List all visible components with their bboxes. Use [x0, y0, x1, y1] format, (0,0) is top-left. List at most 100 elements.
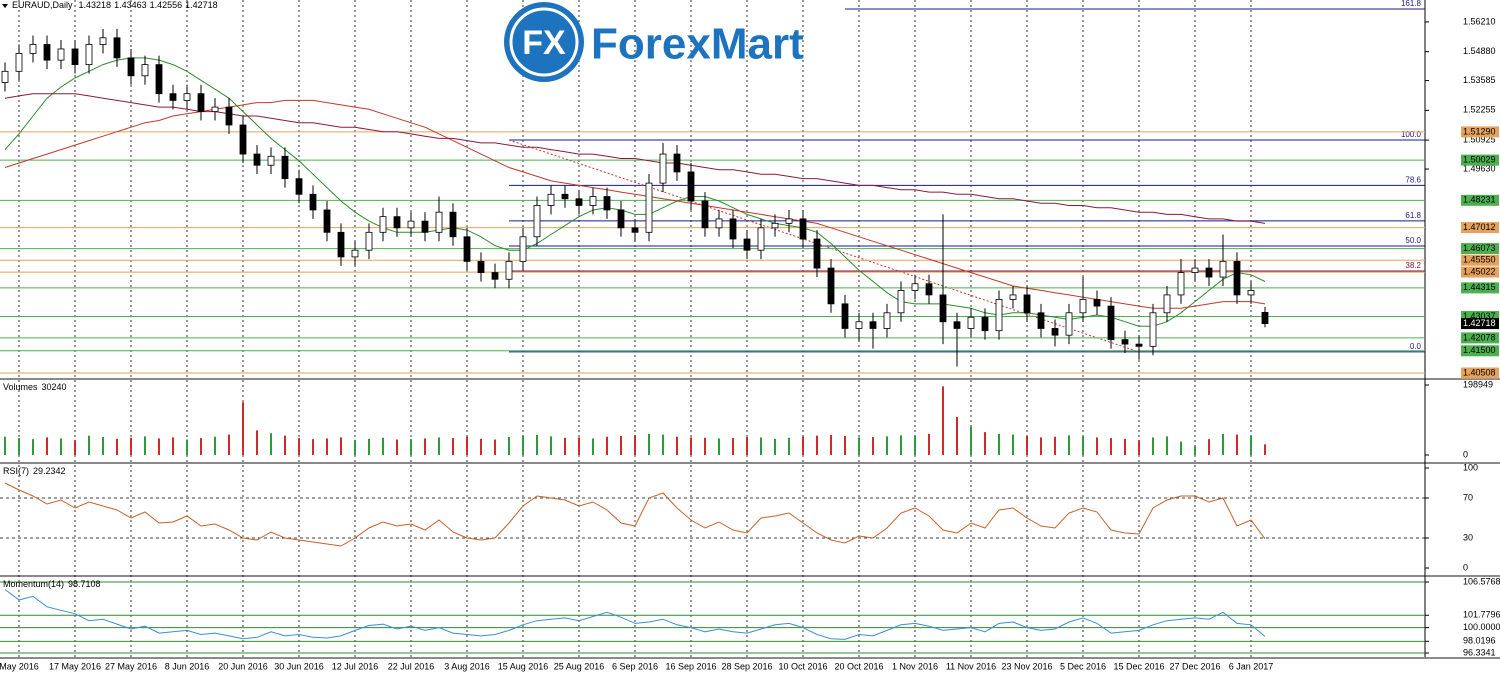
candle-body [1093, 298, 1101, 307]
candle-body [183, 93, 191, 101]
level-box [1461, 154, 1499, 166]
level-box [1461, 222, 1499, 234]
y-tick-label: 0 [1463, 449, 1468, 459]
candle-body [1079, 298, 1087, 314]
candle-body [393, 216, 401, 229]
y-tick-label: 96.3341 [1463, 647, 1496, 657]
candle-body [309, 193, 317, 211]
y-tick-label: 1.54880 [1463, 46, 1496, 56]
y-tick-label: 1.50925 [1463, 134, 1496, 144]
x-tick-label: 6 Sep 2016 [612, 661, 658, 671]
y-tick-label: 1.49630 [1463, 163, 1496, 173]
candle-body [435, 211, 443, 233]
candle-body [827, 267, 835, 305]
indicator-value: 29.2342 [33, 466, 66, 476]
level-box [1461, 126, 1499, 138]
candle-body [57, 48, 65, 61]
level-box [1461, 282, 1499, 294]
candle-body [589, 196, 597, 206]
candle-body [1233, 260, 1241, 296]
candle-body [771, 222, 779, 229]
candle-body [841, 303, 849, 329]
candle-body [29, 44, 37, 54]
x-tick-label: 12 Jul 2016 [332, 661, 379, 671]
candle-body [1135, 343, 1143, 347]
logo-ring [509, 7, 579, 77]
candle-body [1163, 294, 1171, 314]
x-tick-label: 27 Dec 2016 [1169, 661, 1220, 671]
candle-body [673, 153, 681, 173]
indicator-name: Momentum(14) [3, 579, 64, 589]
moving-average [4, 57, 1266, 327]
candle-body [1051, 328, 1059, 336]
candle-body [239, 124, 247, 155]
candle-body [365, 231, 373, 251]
x-tick-label: 3 Aug 2016 [444, 661, 490, 671]
candle-body [1191, 267, 1199, 273]
candle-body [323, 209, 331, 233]
candle-body [225, 106, 233, 126]
candle-body [169, 93, 177, 101]
candle-body [855, 321, 863, 329]
x-tick-label: 6 Jan 2017 [1229, 661, 1274, 671]
candle-body [981, 316, 989, 332]
x-tick-label: May 2016 [0, 661, 39, 671]
logo-circle [504, 2, 584, 82]
level-box [1461, 254, 1499, 266]
candle-body [141, 64, 149, 77]
fib-label: 78.6 [1405, 175, 1421, 184]
candle-body [85, 44, 93, 66]
candle-body [1037, 312, 1045, 329]
indicator-value: 30240 [42, 382, 67, 392]
y-tick-label: 101.7796 [1463, 610, 1500, 620]
candle-body [253, 153, 261, 166]
header-close: 1.42718 [185, 0, 218, 10]
x-tick-label: 5 Dec 2016 [1060, 661, 1106, 671]
candle-body [421, 220, 429, 233]
fib-label: 50.0 [1405, 236, 1421, 245]
header-open: 1.43218 [79, 0, 112, 10]
candle-body [1177, 272, 1185, 296]
candle-body [1261, 311, 1269, 324]
x-tick-label: 15 Aug 2016 [498, 661, 549, 671]
candle-body [533, 205, 541, 238]
symbol-header: EURAUD,Daily 1.43218 1.43463 1.42556 1.42718 [12, 0, 218, 10]
candle-body [281, 155, 289, 180]
x-tick-label: 20 Jun 2016 [218, 661, 268, 671]
candle-body [603, 196, 611, 211]
candle-body [1, 70, 9, 83]
level-label: 1.46073 [1463, 243, 1496, 253]
level-label: 1.45550 [1463, 255, 1496, 265]
x-tick-label: 15 Dec 2016 [1113, 661, 1164, 671]
candle-body [967, 316, 975, 329]
level-label: 1.47012 [1463, 222, 1496, 232]
candle-body [1107, 305, 1115, 341]
candle-body [15, 53, 23, 72]
x-tick-label: 22 Jul 2016 [388, 661, 435, 671]
x-tick-label: 16 Sep 2016 [665, 661, 716, 671]
candle-body [1121, 339, 1129, 345]
indicator-name: RSI(7) [3, 466, 29, 476]
indicator-header: RSI(7) 29.2342 [3, 466, 66, 476]
fib-label: 38.2 [1405, 261, 1421, 270]
candle-body [729, 218, 737, 240]
watermark: ForexMart [591, 20, 804, 69]
candle-body [211, 106, 219, 112]
candle-body [813, 238, 821, 269]
indicator-header: Volumes 30240 [3, 382, 67, 392]
candle-body [407, 220, 415, 229]
candle-body [645, 182, 653, 233]
x-tick-label: 23 Nov 2016 [1001, 661, 1052, 671]
indicator-header: Momentum(14) 98.7108 [3, 579, 101, 589]
candle-body [491, 272, 499, 280]
y-tick-label: 0 [1463, 562, 1468, 572]
header-low: 1.42556 [150, 0, 183, 10]
indicator-line [4, 482, 1266, 547]
candle-body [351, 249, 359, 258]
x-tick-label: 28 Sep 2016 [721, 661, 772, 671]
level-label: 1.44315 [1463, 282, 1496, 292]
level-box [1461, 367, 1499, 379]
candle-body [715, 218, 723, 229]
candle-body [897, 290, 905, 314]
